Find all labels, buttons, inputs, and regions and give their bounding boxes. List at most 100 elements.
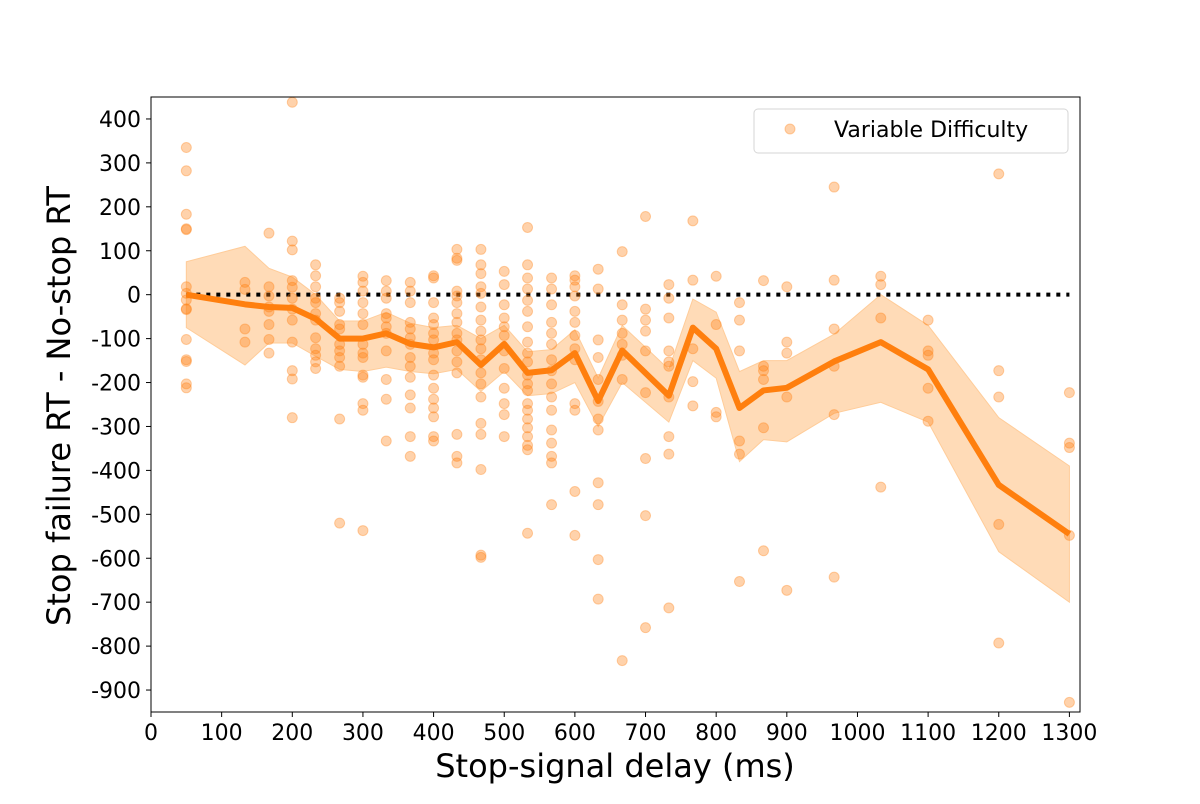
scatter-point xyxy=(1063,387,1075,399)
scatter-point xyxy=(569,404,581,416)
scatter-point xyxy=(710,270,722,282)
scatter-point xyxy=(286,235,298,247)
scatter-point xyxy=(404,351,416,363)
scatter-point xyxy=(180,281,192,293)
scatter-point xyxy=(286,244,298,256)
scatter-point xyxy=(616,314,628,326)
scatter-point xyxy=(710,406,722,418)
scatter-point xyxy=(380,275,392,287)
scatter-point xyxy=(592,334,604,346)
scatter-point xyxy=(758,365,770,377)
scatter-point xyxy=(522,404,534,416)
scatter-point xyxy=(451,254,463,266)
scatter-point xyxy=(286,412,298,424)
scatter-point xyxy=(357,297,369,309)
scatter-point xyxy=(286,292,298,304)
scatter-point xyxy=(640,387,652,399)
x-tick-label: 1300 xyxy=(1041,721,1097,746)
y-tick-label: 300 xyxy=(99,152,141,177)
scatter-point xyxy=(475,281,487,293)
scatter-point xyxy=(1063,437,1075,449)
scatter-point xyxy=(263,347,275,359)
scatter-point xyxy=(451,243,463,255)
x-tick-label: 0 xyxy=(144,721,158,746)
y-tick-label: -900 xyxy=(91,679,141,704)
scatter-point xyxy=(451,367,463,379)
scatter-point xyxy=(404,389,416,401)
scatter-point xyxy=(592,373,604,385)
scatter-point xyxy=(310,362,322,374)
scatter-point xyxy=(451,450,463,462)
x-tick-label: 1200 xyxy=(971,721,1027,746)
scatter-point xyxy=(263,290,275,302)
scatter-point xyxy=(546,437,558,449)
scatter-point xyxy=(522,305,534,317)
scatter-point xyxy=(334,305,346,317)
scatter-point xyxy=(687,215,699,227)
scatter-point xyxy=(357,319,369,331)
scatter-point xyxy=(334,413,346,425)
scatter-point xyxy=(875,481,887,493)
scatter-point xyxy=(733,576,745,588)
scatter-point xyxy=(180,208,192,220)
scatter-point xyxy=(475,551,487,563)
legend: Variable Difficulty xyxy=(753,108,1069,154)
scatter-point xyxy=(310,270,322,282)
y-tick-label: -300 xyxy=(91,415,141,440)
x-tick-label: 400 xyxy=(413,721,455,746)
scatter-point xyxy=(475,268,487,280)
legend-frame xyxy=(753,108,1069,154)
scatter-point xyxy=(546,450,558,462)
scatter-point xyxy=(546,457,558,469)
scatter-point xyxy=(592,424,604,436)
scatter-point xyxy=(357,525,369,537)
scatter-point xyxy=(993,518,1005,530)
scatter-point xyxy=(546,338,558,350)
plot-area-frame xyxy=(150,96,1081,713)
scatter-point xyxy=(357,276,369,288)
scatter-point xyxy=(522,347,534,359)
legend-marker xyxy=(784,123,796,135)
scatter-point xyxy=(522,221,534,233)
scatter-point xyxy=(180,142,192,154)
scatter-point xyxy=(733,435,745,447)
scatter-point xyxy=(522,336,534,348)
scatter-point xyxy=(498,321,510,333)
scatter-point xyxy=(640,303,652,315)
scatter-point xyxy=(546,272,558,284)
scatter-point xyxy=(310,356,322,368)
scatter-point xyxy=(428,270,440,282)
scatter-point xyxy=(640,453,652,465)
scatter-point xyxy=(781,336,793,348)
scatter-point xyxy=(380,292,392,304)
scatter-point xyxy=(640,314,652,326)
scatter-point xyxy=(428,411,440,423)
scatter-point xyxy=(380,373,392,385)
scatter-point xyxy=(546,299,558,311)
scatter-point xyxy=(475,325,487,337)
scatter-point xyxy=(310,297,322,309)
scatter-point xyxy=(733,314,745,326)
scatter-point xyxy=(733,345,745,357)
scatter-point xyxy=(380,312,392,324)
scatter-point xyxy=(522,321,534,333)
scatter-point xyxy=(428,272,440,284)
scatter-point xyxy=(922,415,934,427)
scatter-point xyxy=(334,319,346,331)
scatter-point xyxy=(546,283,558,295)
scatter-point xyxy=(498,265,510,277)
scatter-point xyxy=(334,517,346,529)
scatter-point xyxy=(663,279,675,291)
scatter-point xyxy=(404,450,416,462)
scatter-point xyxy=(404,323,416,335)
scatter-point xyxy=(263,319,275,331)
scatter-point xyxy=(522,413,534,425)
scatter-point xyxy=(180,355,192,367)
scatter-point xyxy=(640,510,652,522)
scatter-point xyxy=(310,349,322,361)
scatter-point xyxy=(428,382,440,394)
scatter-point xyxy=(404,285,416,297)
scatter-point xyxy=(180,354,192,366)
scatter-point xyxy=(522,527,534,539)
scatter-point xyxy=(180,303,192,315)
